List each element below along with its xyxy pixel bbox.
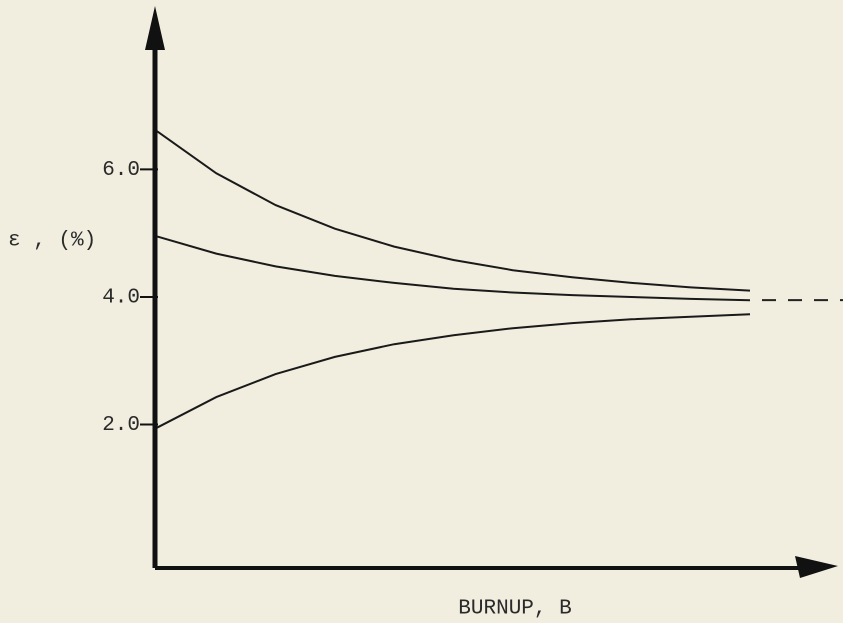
y-tick-label: 2.0	[102, 414, 140, 437]
x-axis-arrow	[795, 556, 838, 578]
y-axis-arrow	[145, 6, 165, 50]
curve	[156, 313, 751, 429]
y-axis-label: ε , (%)	[8, 230, 96, 253]
curve	[156, 235, 751, 302]
y-tick-label: 6.0	[102, 159, 140, 182]
y-tick-label: 4.0	[102, 287, 140, 310]
x-axis-label: BURNUP, B	[458, 598, 571, 621]
curve	[156, 130, 751, 292]
